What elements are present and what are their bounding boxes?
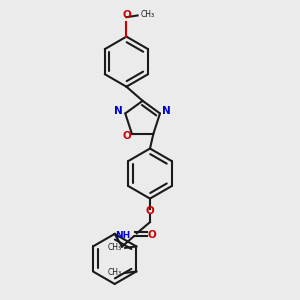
Text: CH₃: CH₃ [108,268,122,278]
Text: O: O [147,230,156,239]
Text: O: O [146,206,154,216]
Text: O: O [122,11,131,20]
Text: CH₃: CH₃ [108,243,122,252]
Text: NH: NH [116,231,131,240]
Text: N: N [162,106,171,116]
Text: CH₃: CH₃ [141,10,155,19]
Text: O: O [122,131,131,141]
Text: N: N [114,106,123,116]
